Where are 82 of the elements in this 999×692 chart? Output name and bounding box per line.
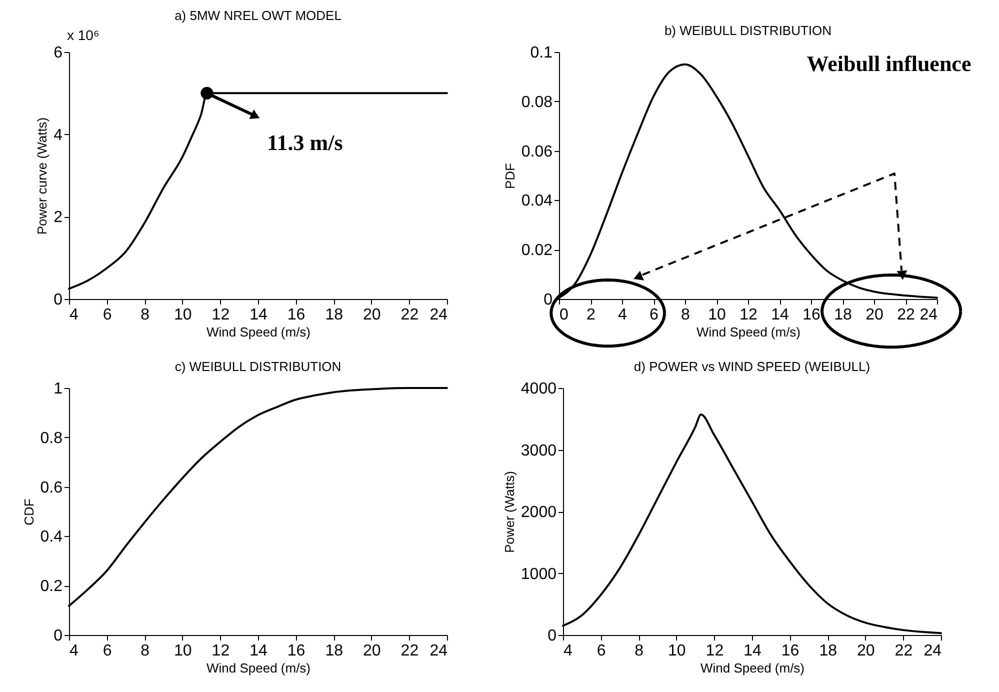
- y-tick-label: 0.04: [521, 192, 553, 210]
- chart-title: b) WEIBULL DISTRIBUTION: [664, 23, 832, 38]
- x-tick-label: 12: [706, 642, 724, 660]
- y-tick-label: 3000: [520, 442, 557, 460]
- x-tick-label: 18: [834, 306, 852, 324]
- x-tick-label: 14: [771, 306, 789, 324]
- x-tick-label: 4: [70, 642, 78, 660]
- x-tick-label: 8: [681, 306, 690, 324]
- x-tick-label: 22: [894, 642, 913, 660]
- y-axis-title: Power (Watts): [502, 471, 517, 553]
- x-tick-label: 6: [596, 642, 606, 660]
- y-tick-label: 4000: [520, 380, 557, 398]
- x-tick-label: 10: [668, 642, 686, 660]
- chart-title: a) 5MW NREL OWT MODEL: [174, 8, 342, 23]
- x-tick-label: 18: [325, 642, 344, 660]
- y-tick-label: 0.4: [40, 528, 63, 546]
- y-tick-label: 2: [54, 209, 63, 226]
- x-tick-label: 20: [857, 642, 875, 660]
- x-tick-label: 0: [560, 306, 568, 324]
- y-tick-label: 0.08: [521, 94, 553, 111]
- x-tick-label: 12: [212, 642, 230, 660]
- y-tick-label: 0.02: [521, 242, 553, 260]
- x-tick-label: 12: [740, 306, 758, 324]
- y-axis-title: CDF: [21, 498, 36, 526]
- annotation: 11.3 m/s: [266, 130, 344, 156]
- x-tick-label: 18: [819, 642, 838, 660]
- y-axis-title: PDF: [502, 162, 518, 189]
- x-axis-title: Wind Speed (m/s): [206, 660, 311, 676]
- chart-title: d) POWER vs WIND SPEED (WEIBULL): [634, 359, 870, 374]
- y-tick-label: 0.8: [40, 430, 63, 447]
- y-tick-label: 0.2: [40, 578, 63, 596]
- y-tick-label: 2000: [520, 504, 557, 521]
- y-tick-label: 0.06: [521, 143, 553, 160]
- x-tick-label: 24: [430, 642, 448, 660]
- x-tick-label: 14: [250, 306, 268, 324]
- x-tick-label: 18: [325, 306, 344, 324]
- x-tick-label: 8: [140, 306, 150, 324]
- chart-title: c) WEIBULL DISTRIBUTION: [174, 359, 342, 374]
- annotation: Weibull influence: [806, 51, 972, 76]
- x-axis-title: Wind Speed (m/s): [696, 324, 801, 340]
- x-tick-label: 16: [802, 306, 820, 324]
- x-tick-label: 24: [430, 306, 448, 324]
- x-axis-title: Wind Speed (m/s): [700, 660, 805, 676]
- y-tick-label: 0.6: [40, 479, 63, 496]
- x-tick-label: 6: [102, 642, 112, 660]
- y-axis-title: Power curve (Watts): [34, 117, 50, 235]
- text: x 10⁶: [67, 27, 100, 43]
- x-tick-label: 16: [781, 642, 800, 660]
- x-tick-label: 10: [174, 306, 192, 324]
- y-tick-label: 0: [54, 292, 63, 308]
- y-tick-label: 0: [544, 292, 553, 308]
- x-tick-label: 4: [70, 306, 78, 324]
- x-tick-label: 20: [866, 306, 884, 324]
- x-tick-label: 6: [102, 306, 112, 324]
- x-tick-label: 12: [212, 306, 230, 324]
- y-tick-label: 0: [548, 628, 557, 644]
- x-tick-label: 8: [140, 642, 150, 660]
- x-tick-label: 20: [363, 306, 381, 324]
- x-tick-label: 10: [174, 642, 192, 660]
- y-tick-label: 1000: [520, 566, 557, 583]
- x-tick-label: 10: [708, 306, 726, 324]
- x-tick-label: 4: [564, 642, 572, 660]
- y-tick-label: 0: [54, 628, 63, 644]
- y-tick-label: 4: [54, 126, 63, 144]
- x-tick-label: 6: [650, 306, 659, 324]
- x-tick-label: 22: [400, 306, 419, 324]
- x-tick-label: 4: [618, 306, 628, 324]
- x-tick-label: 22: [897, 306, 915, 324]
- x-tick-label: 14: [250, 642, 268, 660]
- x-tick-label: 16: [287, 642, 306, 660]
- y-tick-label: 1: [54, 380, 63, 398]
- x-tick-label: 24: [920, 306, 938, 324]
- x-tick-label: 2: [586, 306, 596, 324]
- x-tick-label: 16: [287, 306, 306, 324]
- x-axis-title: Wind Speed (m/s): [206, 324, 311, 340]
- x-tick-label: 14: [744, 642, 762, 660]
- y-tick-label: 6: [54, 44, 63, 62]
- x-tick-label: 8: [634, 642, 644, 660]
- x-tick-label: 24: [924, 642, 942, 660]
- y-tick-label: 0.1: [530, 44, 553, 62]
- x-tick-label: 22: [400, 642, 419, 660]
- x-tick-label: 20: [363, 642, 381, 660]
